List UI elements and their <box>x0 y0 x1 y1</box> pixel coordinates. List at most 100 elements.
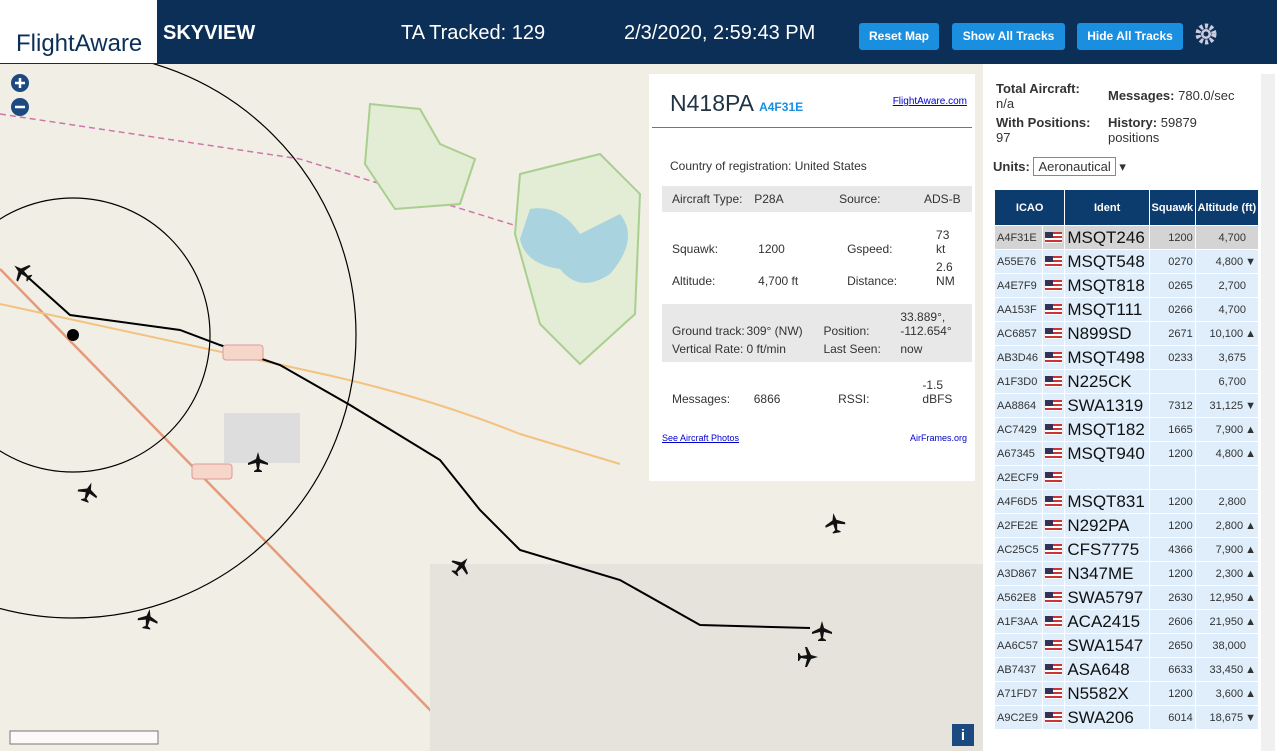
altitude: 7,900 <box>1215 543 1244 556</box>
altitude-cell: 3,600 ▲ <box>1195 682 1258 705</box>
altitude-cell: 21,950 ▲ <box>1195 610 1258 633</box>
aircraft-row[interactable]: AA6C57 SWA1547 2650 38,000 <box>995 634 1258 657</box>
flag <box>1044 712 1062 724</box>
aircraft-row[interactable]: AA8864 SWA1319 7312 31,125 ▼ <box>995 394 1258 417</box>
logo[interactable]: FlightAware <box>0 0 157 63</box>
aircraft-row[interactable]: A1F3AA ACA2415 2606 21,950 ▲ <box>995 610 1258 633</box>
flag-cell <box>1042 394 1065 417</box>
datetime: 2/3/2020, 2:59:43 PM <box>624 22 816 44</box>
settings-icon[interactable] <box>1194 22 1218 46</box>
altitude-cell: 2,700 <box>1195 274 1258 297</box>
country-label: Country of registration: <box>670 159 792 173</box>
aircraft-row[interactable]: A562E8 SWA5797 2630 12,950 ▲ <box>995 586 1258 609</box>
column-header[interactable]: Ident <box>1065 190 1149 225</box>
airframes-link[interactable]: AirFrames.org <box>909 433 967 443</box>
flag <box>1044 448 1062 460</box>
road-shield <box>191 463 233 480</box>
squawk-cell: 4366 <box>1149 538 1195 561</box>
altitude-cell: 18,675 ▼ <box>1195 706 1258 729</box>
fa-link[interactable]: FlightAware.com <box>892 96 967 107</box>
flag <box>1044 664 1062 676</box>
aircraft-row[interactable]: AC7429 MSQT182 1665 7,900 ▲ <box>995 418 1258 441</box>
aircraft-row[interactable]: A67345 MSQT940 1200 4,800 ▲ <box>995 442 1258 465</box>
aircraft-row[interactable]: AC25C5 CFS7775 4366 7,900 ▲ <box>995 538 1258 561</box>
flag <box>1044 616 1062 628</box>
squawk-cell: 1665 <box>1149 418 1195 441</box>
ident-cell: MSQT111 <box>1065 298 1149 321</box>
info-row: Ground track: 309° (NW) Position: 33.889°, … <box>672 308 962 340</box>
altitude-cell: 6,700 <box>1195 370 1258 393</box>
show-tracks-button[interactable]: Show All Tracks <box>952 23 1065 50</box>
info-button[interactable] <box>952 724 974 746</box>
photos-link[interactable]: See Aircraft Photos <box>662 433 740 443</box>
flag-cell <box>1042 490 1065 513</box>
altitude-cell: 4,800 ▼ <box>1195 250 1258 273</box>
icao-cell: A71FD7 <box>995 682 1042 705</box>
aircraft-row[interactable]: A71FD7 N5582X 1200 3,600 ▲ <box>995 682 1258 705</box>
positions: With Positions: 97 <box>996 115 1106 145</box>
flag-cell <box>1042 706 1065 729</box>
column-header[interactable]: ICAO <box>995 190 1065 225</box>
flag-cell <box>1042 298 1065 321</box>
ident-cell: N5582X <box>1065 682 1149 705</box>
ident-cell: ASA648 <box>1065 658 1149 681</box>
ident-cell: SWA206 <box>1065 706 1149 729</box>
hide-tracks-button[interactable]: Hide All Tracks <box>1077 23 1183 50</box>
scrollbar[interactable] <box>1261 74 1275 751</box>
altitude: 33,450 <box>1209 663 1244 676</box>
altitude: 4,800 <box>1215 255 1244 268</box>
altitude: 12,950 <box>1209 591 1244 604</box>
units-select[interactable]: Aeronautical <box>1033 157 1116 176</box>
aircraft-row[interactable]: A4F31E MSQT246 1200 4,700 <box>995 226 1258 249</box>
zoom-controls[interactable] <box>11 74 29 116</box>
aircraft-row[interactable]: A2FE2E N292PA 1200 2,800 ▲ <box>995 514 1258 537</box>
icao-cell: A9C2E9 <box>995 706 1042 729</box>
trend: ▲ <box>1245 591 1256 604</box>
aircraft-row[interactable]: A1F3D0 N225CK 6,700 <box>995 370 1258 393</box>
aircraft-row[interactable]: A4E7F9 MSQT818 0265 2,700 <box>995 274 1258 297</box>
flag-cell <box>1042 346 1065 369</box>
info-label: Messages: <box>672 392 731 406</box>
aircraft-icon <box>798 647 818 667</box>
flag <box>1044 256 1062 268</box>
aircraft-table: ICAO Ident Squawk Altitude (ft) A4F31E MSQT24… <box>994 189 1259 730</box>
flag <box>1044 400 1062 412</box>
reset-button[interactable]: Reset Map <box>859 23 939 50</box>
altitude: 4,700 <box>1218 303 1246 316</box>
info-table: Ground track: 309° (NW) Position: 33.889°, … <box>672 308 962 358</box>
aircraft-row[interactable]: A4F6D5 MSQT831 1200 2,800 <box>995 490 1258 513</box>
altitude: 2,800 <box>1215 519 1244 532</box>
trend: ▲ <box>1245 615 1256 628</box>
flag <box>1044 688 1062 700</box>
flag-cell <box>1042 226 1065 249</box>
popup-ident: N418PA A4F31E <box>670 90 803 117</box>
flag <box>1044 544 1062 556</box>
aircraft-row[interactable]: A3D867 N347ME 1200 2,300 ▲ <box>995 562 1258 585</box>
icao-cell: A3D867 <box>995 562 1042 585</box>
column-header[interactable]: Squawk <box>1149 190 1195 225</box>
flag-cell <box>1042 322 1065 345</box>
aircraft-row[interactable]: AA153F MSQT111 0266 4,700 <box>995 298 1258 321</box>
flag-cell <box>1042 442 1065 465</box>
tracked: TA Tracked: 129 <box>401 22 546 44</box>
flag-cell <box>1042 658 1065 681</box>
flag-cell <box>1042 466 1065 489</box>
squawk-cell: 1200 <box>1149 682 1195 705</box>
aircraft-row[interactable]: A2ECF9 <box>995 466 1258 489</box>
value: n/a <box>996 96 1015 111</box>
aircraft-row[interactable]: A9C2E9 SWA206 6014 18,675 ▼ <box>995 706 1258 729</box>
info-group: Squawk: 1200 Gspeed: 73 kt Altitude: 4,700 ft… <box>662 222 972 294</box>
column-header[interactable]: Altitude (ft) <box>1195 190 1258 225</box>
flag-cell <box>1042 610 1065 633</box>
icao-cell: AC25C5 <box>995 538 1042 561</box>
aircraft-row[interactable]: AC6857 N899SD 2671 10,100 ▲ <box>995 322 1258 345</box>
altitude: 6,700 <box>1218 375 1246 388</box>
aircraft-row[interactable]: A55E76 MSQT548 0270 4,800 ▼ <box>995 250 1258 273</box>
squawk-cell: 0270 <box>1149 250 1195 273</box>
altitude-cell: 7,900 ▲ <box>1195 538 1258 561</box>
aircraft-row[interactable]: AB7437 ASA648 6633 33,450 ▲ <box>995 658 1258 681</box>
flag-cell <box>1042 562 1065 585</box>
aircraft-row[interactable]: AB3D46 MSQT498 0233 3,675 <box>995 346 1258 369</box>
info-group: Aircraft Type: P28A Source: ADS-B <box>662 186 972 212</box>
